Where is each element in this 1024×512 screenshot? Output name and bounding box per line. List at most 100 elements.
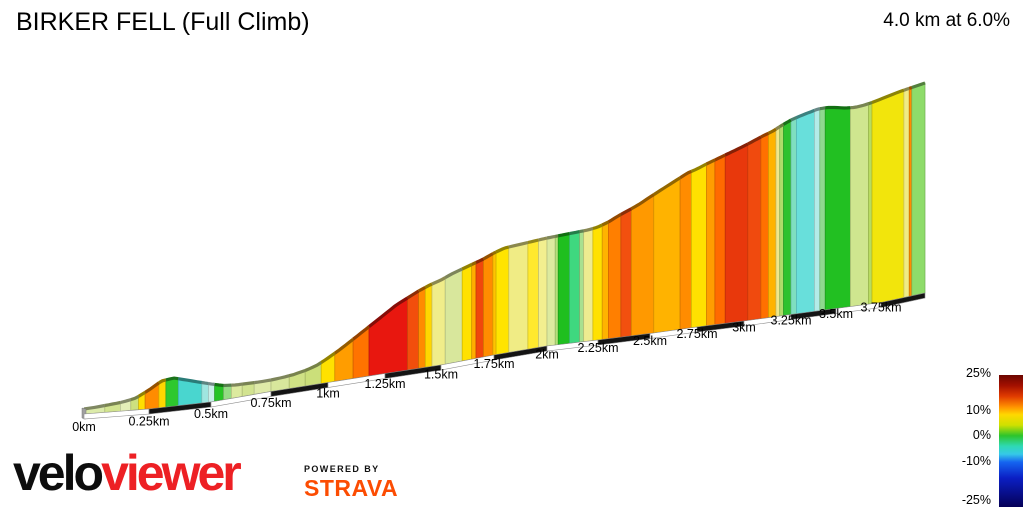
x-axis-tick-label: 3km <box>732 320 756 334</box>
profile-top-cap <box>431 276 447 286</box>
gradient-stripe <box>850 103 869 307</box>
gradient-stripe <box>431 276 446 367</box>
profile-top-cap <box>461 263 473 271</box>
profile-top-cap <box>495 245 510 254</box>
x-axis-tick-label: 1.75km <box>474 357 515 371</box>
gradient-stripe <box>418 286 426 369</box>
profile-top-cap <box>214 382 224 388</box>
logo-viewer-text[interactable]: viewer <box>101 445 242 501</box>
profile-top-cap <box>444 267 463 279</box>
gradient-stripe <box>223 384 232 401</box>
veloviewer-logo[interactable]: veloviewer <box>13 445 242 501</box>
profile-top-cap <box>538 236 548 242</box>
x-axis-tick-label: 1km <box>316 386 340 400</box>
x-axis-tick-label: 0.25km <box>129 414 170 428</box>
gradient-stripe <box>158 379 167 409</box>
gradient-stripe <box>208 383 215 403</box>
strava-attribution[interactable]: POWERED BY STRAVA <box>304 464 398 502</box>
x-axis-tick-label: 2.75km <box>677 327 718 341</box>
profile-top-cap <box>908 85 913 90</box>
profile-top-cap <box>760 131 770 139</box>
climb-summary: 4.0 km at 6.0% <box>883 10 1010 31</box>
gradient-stripe <box>608 213 622 340</box>
profile-top-cap <box>867 100 873 106</box>
profile-top-cap <box>782 118 792 126</box>
gradient-stripe <box>527 239 539 350</box>
gradient-stripe <box>495 246 510 356</box>
profile-top-cap <box>554 234 559 238</box>
gradient-stripe <box>538 237 548 348</box>
profile-top-cap <box>579 229 585 234</box>
profile-top-cap <box>144 381 160 394</box>
profile-top-cap <box>790 116 798 122</box>
gradient-stripe <box>824 107 851 311</box>
gradient-stripe <box>908 87 913 297</box>
gradient-stripe <box>871 89 905 305</box>
strava-logo[interactable]: STRAVA <box>304 475 399 501</box>
profile-top-cap <box>592 223 603 231</box>
x-axis-tick-label: 3.5km <box>819 307 853 321</box>
gradient-stripe <box>407 290 419 371</box>
profile-top-cap <box>208 382 215 386</box>
gradient-stripe <box>444 268 463 365</box>
profile-top-cap <box>583 226 594 233</box>
gradient-stripe <box>653 177 681 334</box>
gradient-stripe <box>790 117 797 315</box>
profile-top-cap <box>482 252 494 261</box>
profile-top-cap <box>104 400 121 408</box>
gradient-stripe <box>592 224 603 341</box>
x-axis-tick-label: 1.25km <box>365 377 406 391</box>
profile-top-cap <box>158 378 167 385</box>
profile-top-cap <box>714 153 726 162</box>
gradient-stripe <box>201 382 209 404</box>
powered-by-label: POWERED BY <box>304 464 380 474</box>
legend-label: 10% <box>965 403 991 417</box>
profile-top-cap <box>417 285 427 293</box>
gradient-stripe <box>783 119 792 316</box>
gradient-stripe <box>819 107 826 312</box>
gradient-stripe <box>724 143 749 324</box>
gradient-stripe <box>814 108 821 312</box>
profile-top-cap <box>475 257 485 264</box>
profile-top-cap <box>527 238 539 245</box>
profile-top-cap <box>795 108 815 120</box>
profile-top-cap <box>724 142 749 157</box>
gradient-stripe <box>165 377 179 408</box>
gradient-stripe <box>461 263 473 362</box>
gradient-stripe <box>714 154 726 326</box>
gradient-stripe <box>492 251 497 356</box>
profile-top-cap <box>406 289 420 300</box>
profile-top-cap <box>557 232 570 238</box>
gradient-stripe <box>508 242 529 353</box>
x-axis-tick-label: 1.5km <box>424 368 458 382</box>
profile-top-cap <box>607 213 622 224</box>
gradient-stripe <box>579 230 585 343</box>
profile-top-cap <box>546 234 556 240</box>
profile-top-cap <box>508 240 529 249</box>
profile-top-cap <box>288 368 306 378</box>
profile-top-cap <box>137 391 146 398</box>
gradient-stripe <box>475 258 484 359</box>
profile-top-cap <box>903 86 910 92</box>
profile-top-cap <box>178 377 203 385</box>
gradient-stripe <box>779 123 784 317</box>
gradient-stripe <box>471 261 477 360</box>
profile-top-cap <box>679 169 693 180</box>
profile-top-cap <box>871 88 905 104</box>
profile-top-cap <box>601 220 610 227</box>
profile-top-cap <box>569 230 580 236</box>
profile-top-cap <box>620 207 633 216</box>
profile-top-cap <box>825 105 851 110</box>
legend-label: -25% <box>961 493 991 507</box>
gradient-stripe <box>620 208 632 338</box>
x-axis-tick-label: 2km <box>535 348 559 362</box>
gradient-stripe <box>796 109 815 315</box>
logo-velo-text[interactable]: velo <box>13 445 104 501</box>
profile-top-cap <box>352 325 371 341</box>
profile-top-cap <box>304 361 323 372</box>
x-axis-tick-label: 0km <box>72 420 96 434</box>
profile-top-cap <box>492 250 497 256</box>
x-axis-tick-label: 3.25km <box>771 313 812 327</box>
